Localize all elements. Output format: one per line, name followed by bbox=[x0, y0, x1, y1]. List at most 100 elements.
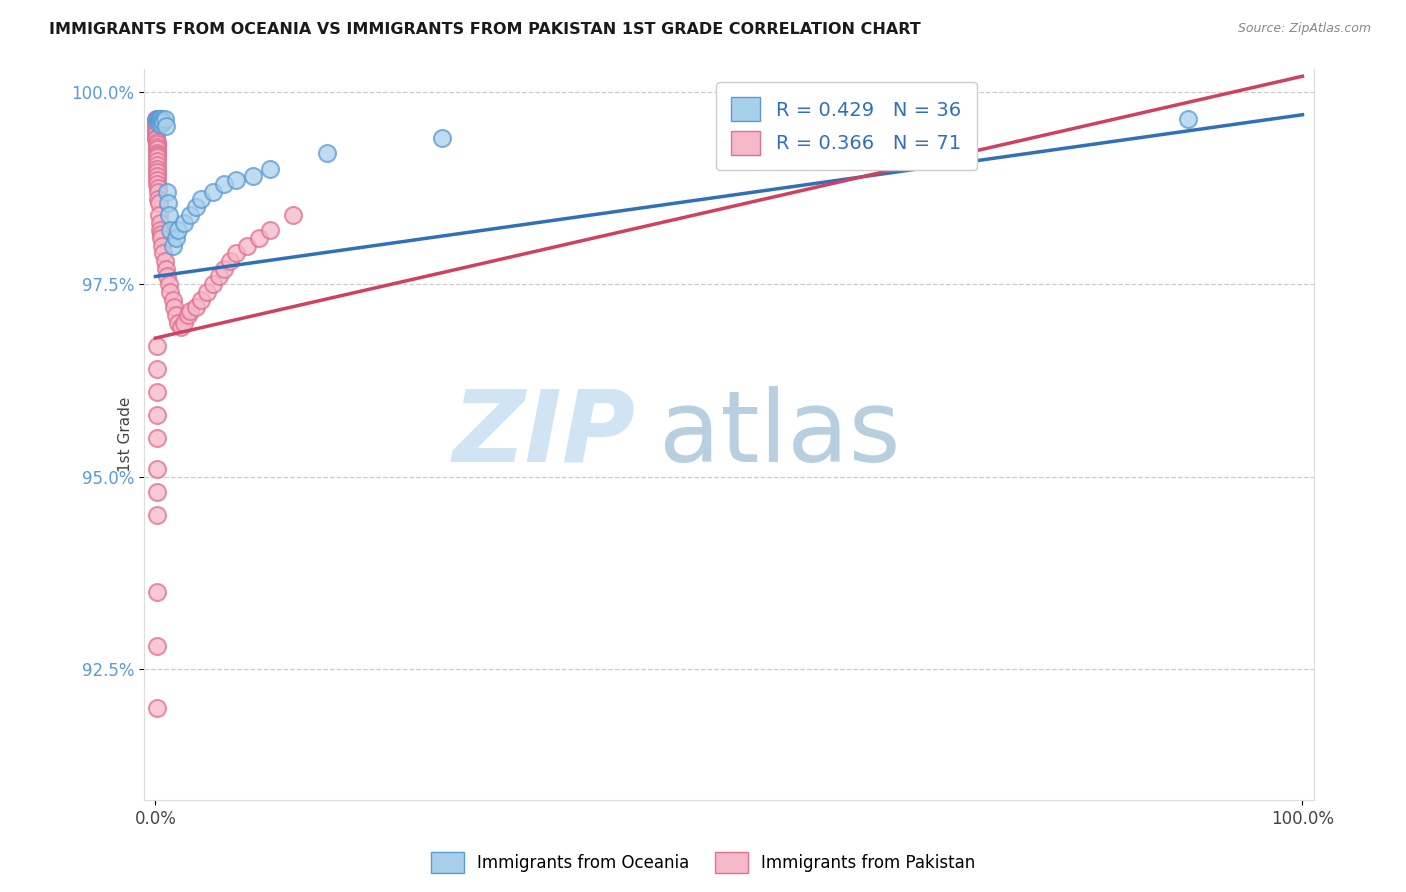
Point bbox=[152, 246, 174, 260]
Point bbox=[717, 120, 740, 134]
Point bbox=[247, 231, 270, 245]
Point bbox=[157, 277, 180, 292]
Point bbox=[167, 316, 190, 330]
Point bbox=[167, 223, 190, 237]
Point bbox=[145, 408, 167, 422]
Point bbox=[149, 216, 172, 230]
Point bbox=[146, 114, 169, 128]
Point bbox=[165, 231, 187, 245]
Point bbox=[148, 112, 170, 126]
Point bbox=[190, 293, 212, 307]
Point bbox=[145, 384, 167, 399]
Point bbox=[146, 185, 169, 199]
Point bbox=[165, 308, 187, 322]
Text: Source: ZipAtlas.com: Source: ZipAtlas.com bbox=[1237, 22, 1371, 36]
Point bbox=[184, 300, 207, 314]
Point bbox=[150, 227, 173, 241]
Point bbox=[146, 112, 169, 126]
Point bbox=[145, 112, 167, 126]
Point bbox=[156, 269, 179, 284]
Point bbox=[145, 339, 167, 353]
Point bbox=[149, 223, 172, 237]
Text: IMMIGRANTS FROM OCEANIA VS IMMIGRANTS FROM PAKISTAN 1ST GRADE CORRELATION CHART: IMMIGRANTS FROM OCEANIA VS IMMIGRANTS FR… bbox=[49, 22, 921, 37]
Point bbox=[153, 112, 176, 126]
Point bbox=[162, 238, 184, 252]
Point bbox=[236, 238, 259, 252]
Point bbox=[281, 208, 304, 222]
Point bbox=[190, 193, 212, 207]
Point bbox=[148, 208, 170, 222]
Point bbox=[148, 114, 170, 128]
Point bbox=[146, 177, 169, 191]
Point bbox=[212, 177, 235, 191]
Y-axis label: 1st Grade: 1st Grade bbox=[118, 397, 132, 472]
Point bbox=[150, 112, 173, 126]
Legend: Immigrants from Oceania, Immigrants from Pakistan: Immigrants from Oceania, Immigrants from… bbox=[425, 846, 981, 880]
Legend: R = 0.429   N = 36, R = 0.366   N = 71: R = 0.429 N = 36, R = 0.366 N = 71 bbox=[716, 82, 977, 170]
Point bbox=[155, 261, 177, 276]
Point bbox=[145, 120, 167, 134]
Point bbox=[219, 254, 242, 268]
Point bbox=[145, 112, 167, 126]
Point bbox=[1177, 112, 1199, 126]
Point bbox=[432, 131, 454, 145]
Point bbox=[145, 165, 167, 179]
Point bbox=[145, 150, 167, 164]
Text: atlas: atlas bbox=[659, 386, 900, 483]
Point bbox=[148, 117, 170, 131]
Point bbox=[242, 169, 264, 184]
Point bbox=[145, 639, 167, 653]
Point bbox=[145, 142, 167, 156]
Point bbox=[152, 115, 174, 129]
Point bbox=[145, 508, 167, 523]
Point bbox=[149, 115, 172, 129]
Text: ZIP: ZIP bbox=[453, 386, 636, 483]
Point bbox=[145, 431, 167, 445]
Point bbox=[162, 293, 184, 307]
Point bbox=[145, 362, 167, 376]
Point bbox=[150, 231, 173, 245]
Point bbox=[146, 181, 169, 195]
Point bbox=[148, 196, 170, 211]
Point bbox=[145, 113, 167, 128]
Point bbox=[316, 146, 339, 161]
Point bbox=[207, 269, 229, 284]
Point bbox=[179, 304, 201, 318]
Point bbox=[145, 700, 167, 714]
Point bbox=[212, 261, 235, 276]
Point bbox=[225, 173, 247, 187]
Point bbox=[145, 136, 167, 151]
Point bbox=[157, 196, 180, 211]
Point bbox=[145, 585, 167, 599]
Point bbox=[145, 148, 167, 162]
Point bbox=[259, 223, 281, 237]
Point bbox=[153, 254, 176, 268]
Point bbox=[948, 115, 970, 129]
Point bbox=[145, 462, 167, 476]
Point bbox=[259, 161, 281, 176]
Point bbox=[145, 127, 167, 141]
Point bbox=[173, 216, 195, 230]
Point bbox=[145, 117, 167, 131]
Point bbox=[159, 285, 181, 299]
Point bbox=[150, 238, 173, 252]
Point bbox=[169, 319, 191, 334]
Point bbox=[145, 125, 167, 139]
Point bbox=[145, 113, 167, 128]
Point bbox=[145, 135, 167, 149]
Point bbox=[145, 115, 167, 129]
Point bbox=[150, 114, 173, 128]
Point bbox=[145, 161, 167, 176]
Point bbox=[145, 153, 167, 168]
Point bbox=[149, 112, 172, 126]
Point bbox=[145, 158, 167, 172]
Point bbox=[145, 132, 167, 146]
Point bbox=[150, 117, 173, 131]
Point bbox=[145, 131, 167, 145]
Point bbox=[145, 485, 167, 500]
Point bbox=[145, 140, 167, 154]
Point bbox=[176, 308, 198, 322]
Point bbox=[201, 277, 224, 292]
Point bbox=[195, 285, 218, 299]
Point bbox=[157, 208, 180, 222]
